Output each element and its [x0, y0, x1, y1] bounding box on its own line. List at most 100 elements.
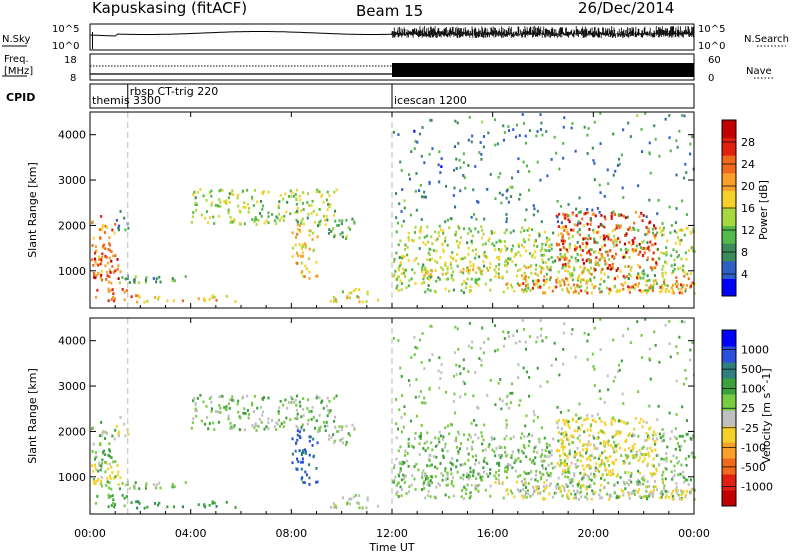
- range-gate-cell: [400, 478, 403, 482]
- range-gate-cell: [613, 228, 616, 231]
- range-gate-cell: [104, 247, 107, 250]
- range-gate-cell: [218, 189, 221, 193]
- range-gate-cell: [587, 269, 590, 273]
- range-gate-cell: [325, 404, 328, 408]
- range-gate-cell: [622, 334, 625, 338]
- range-gate-cell: [451, 462, 454, 466]
- range-gate-cell: [300, 451, 303, 455]
- range-gate-cell: [505, 395, 508, 399]
- range-gate-cell: [523, 271, 526, 275]
- range-gate-cell: [562, 239, 565, 243]
- range-gate-cell: [204, 505, 207, 509]
- range-gate-cell: [632, 448, 635, 451]
- range-gate-cell: [404, 474, 407, 478]
- nsky-tick-bottom: 10^0: [52, 41, 79, 52]
- range-gate-cell: [543, 230, 546, 234]
- range-gate-cell: [298, 400, 301, 404]
- range-gate-cell: [468, 433, 471, 437]
- range-gate-cell: [601, 245, 604, 249]
- range-gate-cell: [610, 417, 613, 421]
- range-gate-cell: [315, 213, 318, 217]
- range-gate-cell: [442, 231, 445, 235]
- range-gate-cell: [295, 424, 298, 428]
- range-gate-cell: [471, 241, 474, 245]
- range-gate-cell: [309, 435, 312, 439]
- range-gate-cell: [414, 282, 417, 285]
- range-gate-cell: [301, 476, 304, 479]
- range-gate-cell: [436, 467, 439, 470]
- range-gate-cell: [657, 247, 660, 251]
- range-gate-cell: [232, 193, 235, 196]
- range-gate-cell: [321, 399, 324, 403]
- range-gate-cell: [334, 209, 337, 213]
- range-gate-cell: [585, 487, 588, 491]
- range-gate-cell: [668, 411, 671, 415]
- range-gate-cell: [98, 228, 101, 231]
- range-gate-cell: [100, 476, 103, 479]
- range-gate-cell: [579, 453, 582, 457]
- range-gate-cell: [594, 214, 597, 218]
- range-gate-cell: [157, 503, 160, 507]
- range-gate-cell: [424, 195, 427, 199]
- range-gate-cell: [558, 212, 561, 216]
- range-gate-cell: [277, 409, 280, 413]
- range-gate-cell: [589, 466, 592, 470]
- range-gate-cell: [671, 288, 674, 292]
- range-gate-cell: [547, 450, 550, 454]
- range-gate-cell: [423, 479, 426, 483]
- range-gate-cell: [319, 219, 322, 223]
- power-y-label: Slant Range [km]: [26, 162, 39, 258]
- range-gate-cell: [598, 258, 601, 262]
- range-gate-cell: [562, 362, 565, 366]
- range-gate-cell: [217, 410, 220, 414]
- range-gate-cell: [232, 219, 235, 223]
- x-tick-label: 08:00: [275, 527, 307, 540]
- range-gate-cell: [261, 207, 264, 211]
- range-gate-cell: [530, 254, 533, 258]
- range-gate-cell: [194, 407, 197, 411]
- range-gate-cell: [341, 290, 344, 294]
- range-gate-cell: [446, 473, 449, 477]
- range-gate-cell: [681, 291, 684, 295]
- range-gate-cell: [400, 430, 403, 434]
- range-gate-cell: [220, 394, 223, 398]
- range-gate-cell: [462, 227, 465, 231]
- range-gate-cell: [413, 437, 416, 440]
- range-gate-cell: [280, 216, 283, 220]
- range-gate-cell: [535, 279, 538, 282]
- range-gate-cell: [298, 228, 301, 232]
- range-gate-cell: [261, 397, 264, 400]
- range-gate-cell: [565, 277, 568, 280]
- range-gate-cell: [464, 462, 467, 466]
- range-gate-cell: [595, 469, 598, 472]
- range-gate-cell: [296, 394, 299, 398]
- range-gate-cell: [637, 469, 640, 473]
- range-gate-cell: [423, 161, 426, 165]
- range-gate-cell: [676, 236, 679, 239]
- range-gate-cell: [356, 501, 359, 504]
- range-gate-cell: [308, 410, 311, 413]
- range-gate-cell: [615, 432, 618, 436]
- range-gate-cell: [296, 415, 299, 419]
- range-gate-cell: [527, 238, 530, 242]
- range-gate-cell: [511, 382, 514, 386]
- range-gate-cell: [563, 239, 566, 243]
- range-gate-cell: [277, 203, 280, 207]
- range-gate-cell: [538, 233, 541, 237]
- range-gate-cell: [217, 204, 220, 208]
- range-gate-cell: [428, 464, 431, 468]
- range-gate-cell: [571, 478, 574, 481]
- range-gate-cell: [482, 135, 485, 138]
- range-gate-cell: [312, 209, 315, 213]
- range-gate-cell: [640, 496, 643, 500]
- range-gate-cell: [567, 424, 570, 428]
- range-gate-cell: [471, 234, 474, 238]
- range-gate-cell: [308, 204, 311, 207]
- range-gate-cell: [202, 400, 205, 404]
- range-gate-cell: [619, 430, 622, 434]
- range-gate-cell: [628, 291, 631, 294]
- range-gate-cell: [458, 364, 461, 368]
- range-gate-cell: [544, 291, 547, 295]
- range-gate-cell: [602, 234, 605, 238]
- range-gate-cell: [650, 266, 653, 270]
